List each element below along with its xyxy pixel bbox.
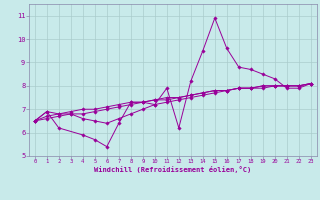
X-axis label: Windchill (Refroidissement éolien,°C): Windchill (Refroidissement éolien,°C) — [94, 166, 252, 173]
